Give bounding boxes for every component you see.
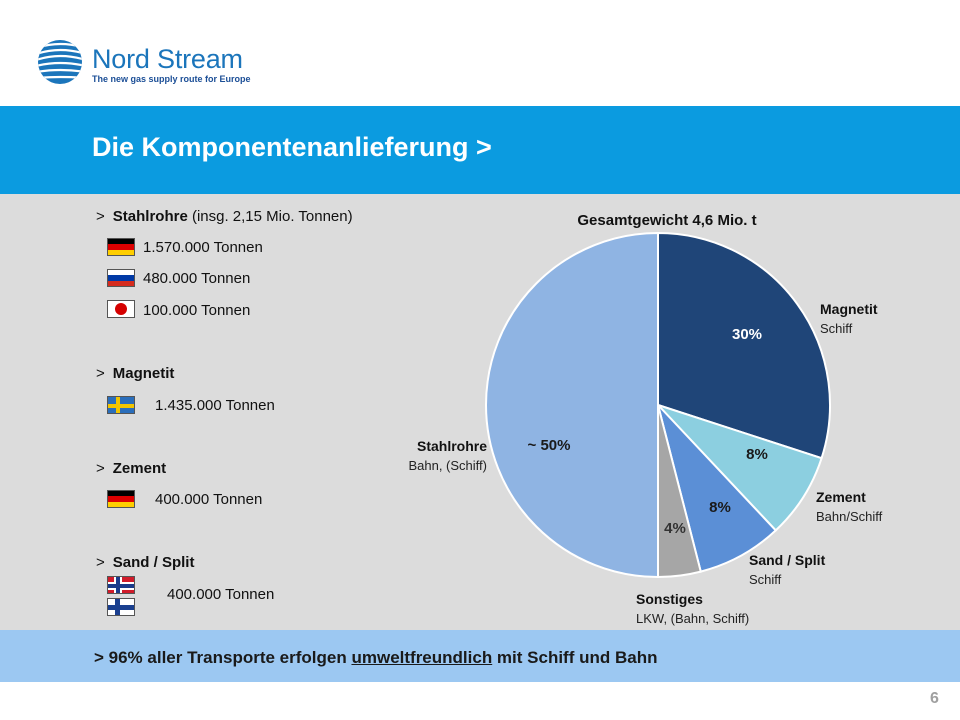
brand-name: Nord Stream — [92, 44, 243, 74]
header: Nord Stream The new gas supply route for… — [0, 0, 960, 106]
slice-transport-label: Schiff — [749, 572, 782, 587]
footer-text-end: mit Schiff und Bahn — [492, 648, 658, 667]
chart-title: Gesamtgewicht 4,6 Mio. t — [577, 212, 756, 229]
amount-row: 100.000 Tonnen — [143, 302, 251, 319]
norway-flag-icon — [107, 576, 135, 594]
slice-percent-label: 8% — [746, 446, 768, 463]
amount-row: 480.000 Tonnen — [143, 270, 251, 287]
group-label: Stahlrohre — [112, 208, 188, 225]
bullet-marker: > — [96, 208, 105, 225]
footer-underlined-word: umweltfreundlich — [351, 648, 493, 667]
footer-text-start: > 96% aller Transporte erfolgen — [94, 648, 352, 667]
slice-category-label: Magnetit — [820, 301, 878, 317]
russia-flag-icon — [107, 269, 135, 287]
slice-category-label: Stahlrohre — [417, 438, 487, 454]
bullet-marker: > — [96, 554, 105, 571]
group-heading-stahlrohre: > Stahlrohre (insg. 2,15 Mio. Tonnen) — [96, 208, 353, 225]
footer-bar — [0, 630, 960, 682]
slice-percent-label: 30% — [732, 326, 762, 343]
group-heading-magnetit: > Magnetit — [96, 365, 174, 382]
group-label: Magnetit — [112, 365, 175, 382]
amount-row: 1.570.000 Tonnen — [143, 239, 263, 256]
sweden-flag-icon — [107, 396, 135, 414]
title-bar — [0, 106, 960, 194]
amount-row: 400.000 Tonnen — [155, 491, 263, 508]
slice-category-label: Sonstiges — [636, 591, 703, 607]
footer-statement: > 96% aller Transporte erfolgen umweltfr… — [94, 648, 657, 668]
germany-flag-icon — [107, 238, 135, 256]
nord-stream-logo-icon — [38, 40, 82, 84]
slide-title: Die Komponentenanlieferung > — [92, 132, 492, 162]
slice-transport-label: Schiff — [820, 321, 853, 336]
amount-row: 1.435.000 Tonnen — [155, 397, 275, 414]
group-heading-sand-split: > Sand / Split — [96, 554, 194, 571]
slice-category-label: Zement — [816, 489, 866, 505]
finland-flag-icon — [107, 598, 135, 616]
germany-flag-icon — [107, 490, 135, 508]
amount-row: 400.000 Tonnen — [167, 586, 275, 603]
japan-flag-icon — [107, 300, 135, 318]
group-label: Sand / Split — [112, 554, 195, 571]
slice-percent-label: ~ 50% — [528, 437, 571, 454]
brand-tagline: The new gas supply route for Europe — [92, 74, 251, 84]
slice-percent-label: 4% — [664, 520, 686, 537]
pie-chart: Gesamtgewicht 4,6 Mio. t 30%8%8%4%~ 50% … — [408, 212, 883, 626]
slice-category-label: Sand / Split — [749, 552, 826, 568]
slice-transport-label: Bahn, (Schiff) — [408, 458, 487, 473]
slice-percent-label: 8% — [709, 499, 731, 516]
bullet-marker: > — [96, 460, 105, 477]
group-label: Zement — [112, 460, 167, 477]
slice-transport-label: LKW, (Bahn, Schiff) — [636, 611, 749, 626]
group-detail: (insg. 2,15 Mio. Tonnen) — [191, 208, 353, 225]
page-number: 6 — [930, 690, 939, 707]
bullet-marker: > — [96, 365, 105, 382]
pie-slice-magnetit — [657, 231, 831, 460]
group-heading-zement: > Zement — [96, 460, 166, 477]
pie-slice-stahlrohre — [485, 231, 659, 579]
slice-transport-label: Bahn/Schiff — [816, 509, 883, 524]
